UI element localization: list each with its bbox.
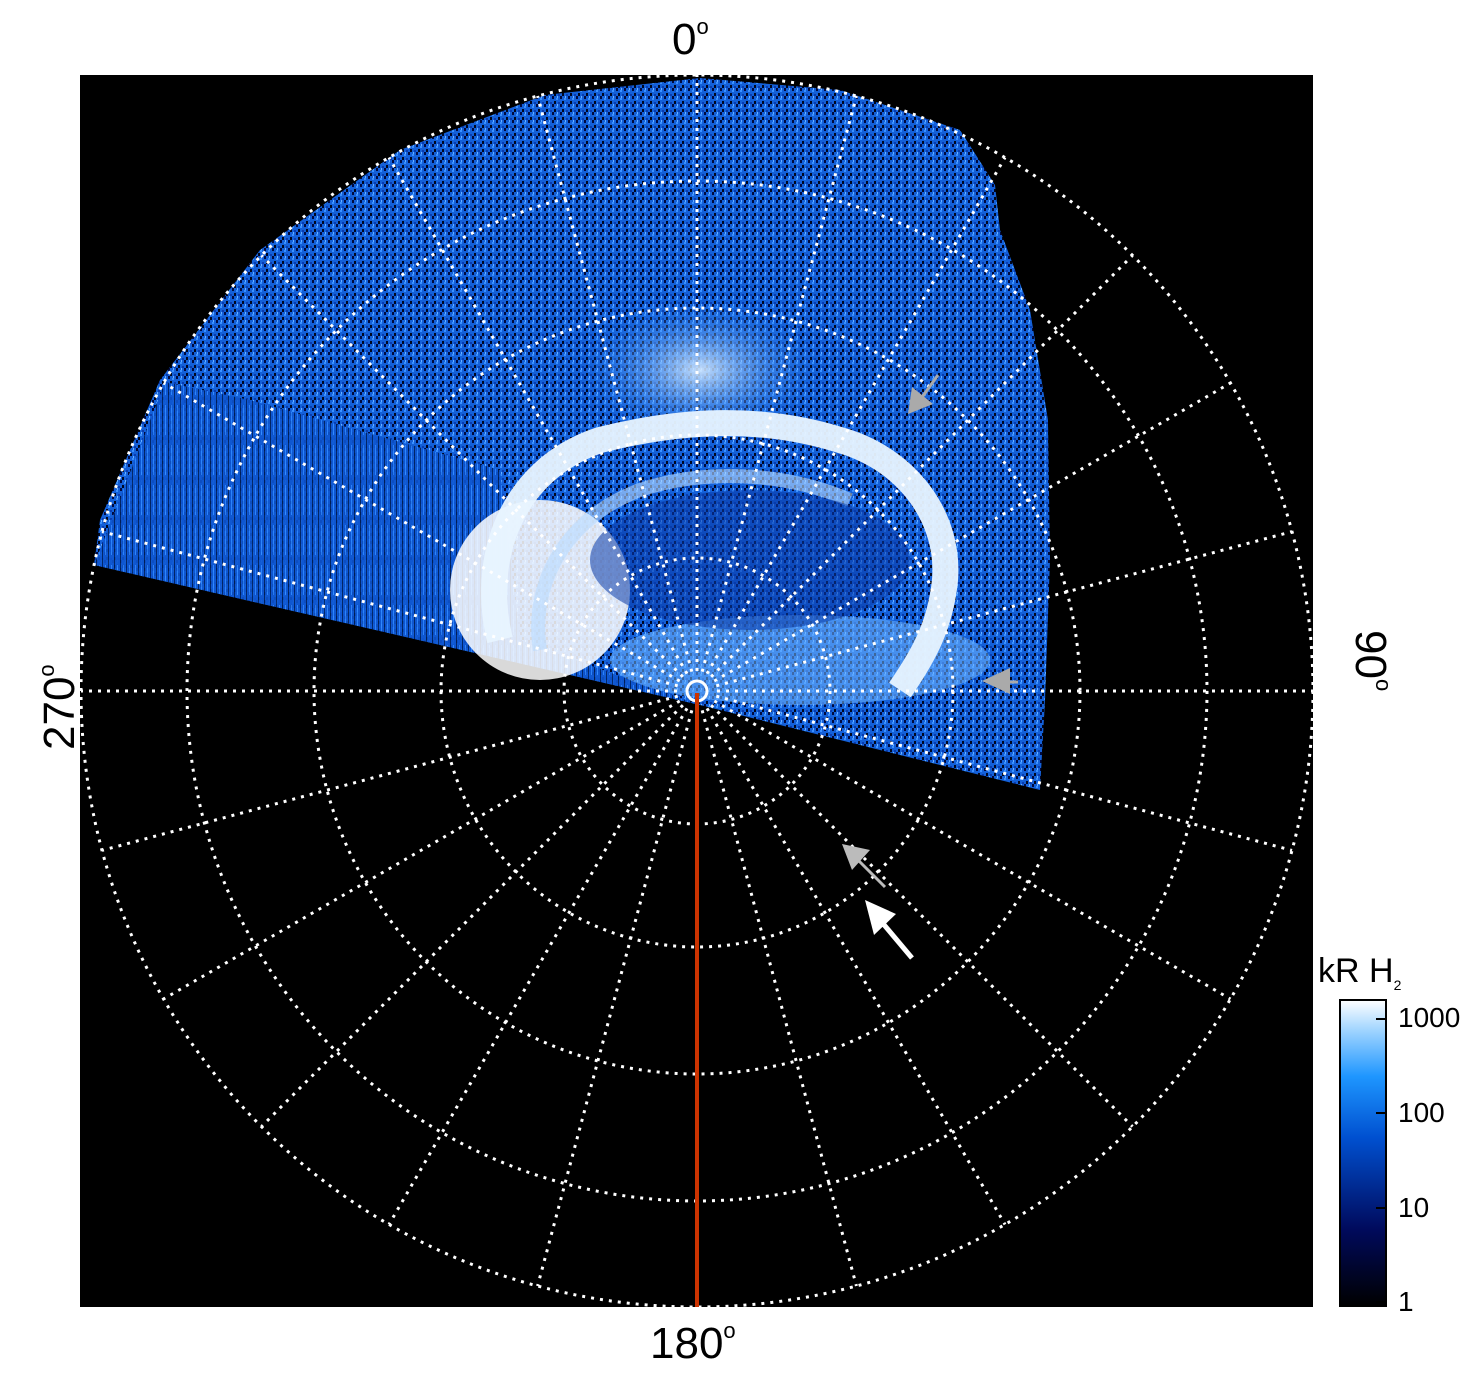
grid-spoke <box>715 694 1293 852</box>
axis-label-bottom: 180o <box>650 1318 736 1368</box>
grid-spoke <box>162 381 681 683</box>
colorbar-tick-label: 1 <box>1398 1286 1414 1317</box>
grid-spoke <box>705 156 1007 675</box>
axis-label-left: 270o <box>34 664 84 750</box>
colorbar-title: kR H2 <box>1318 952 1402 993</box>
grid-spoke <box>260 704 684 1128</box>
grid-spoke <box>387 707 689 1226</box>
white-arrow-lower <box>865 900 914 960</box>
grid-spoke <box>700 95 858 673</box>
grid-spoke <box>260 254 684 678</box>
grid-spoke <box>101 530 679 688</box>
grid-spoke <box>101 694 679 852</box>
grid-spoke <box>715 530 1293 688</box>
colorbar-tick-label: 100 <box>1398 1097 1445 1128</box>
gray-arrow-right <box>982 668 1018 694</box>
grid-spoke <box>713 699 1232 1001</box>
gray-arrow-lower <box>842 844 887 889</box>
grid-spoke <box>387 156 689 675</box>
grid-spoke <box>536 709 694 1287</box>
colorbar-tick-label: 1000 <box>1398 1002 1461 1033</box>
grid-spoke <box>705 707 1007 1226</box>
gray-arrow-upper <box>908 374 940 414</box>
grid-spoke <box>710 704 1134 1128</box>
grid-spoke <box>536 95 694 673</box>
grid-spoke <box>710 254 1134 678</box>
grid-spoke <box>162 699 681 1001</box>
colorbar-ticks <box>1376 1018 1386 1303</box>
polar-grid <box>80 75 1313 1307</box>
auroral-image <box>94 78 1050 790</box>
grid-spoke <box>700 709 858 1287</box>
colorbar <box>1339 999 1387 1307</box>
colorbar-tick-label: 10 <box>1398 1192 1430 1223</box>
grid-spoke <box>713 381 1232 683</box>
axis-label-right: 90o <box>1346 630 1396 692</box>
axis-label-top: 0o <box>672 14 709 64</box>
